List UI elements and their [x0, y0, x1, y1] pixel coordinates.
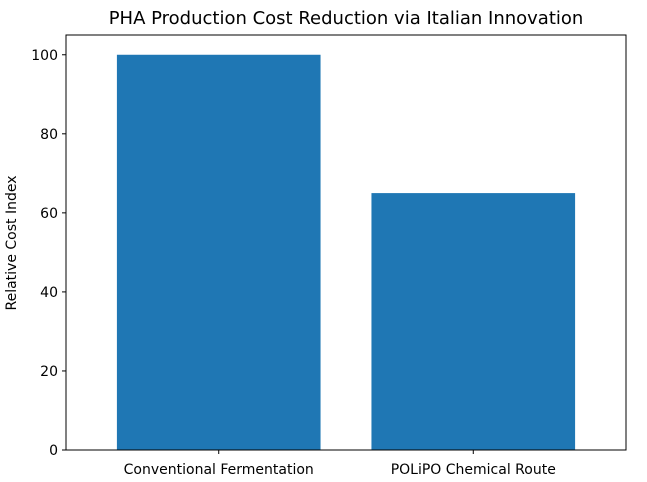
x-tick-label-0: Conventional Fermentation — [124, 462, 314, 478]
y-tick-label-5: 100 — [31, 48, 58, 64]
y-axis-label: Relative Cost Index — [4, 175, 20, 310]
y-tick-label-0: 0 — [49, 443, 58, 459]
y-tick-label-3: 60 — [40, 206, 58, 222]
y-tick-label-1: 20 — [40, 364, 58, 380]
y-tick-label-4: 80 — [40, 127, 58, 143]
y-axis-ticks: 0 20 40 60 80 100 — [31, 48, 66, 459]
plot-frame — [65, 34, 627, 451]
bar-1 — [371, 193, 576, 450]
y-tick-label-2: 40 — [40, 285, 58, 301]
bars-group — [116, 54, 576, 451]
x-tick-label-1: POLiPO Chemical Route — [391, 462, 556, 478]
chart-title: PHA Production Cost Reduction via Italia… — [109, 8, 584, 29]
x-axis-ticks: Conventional Fermentation POLiPO Chemical… — [124, 450, 556, 478]
bar-0 — [116, 54, 321, 451]
